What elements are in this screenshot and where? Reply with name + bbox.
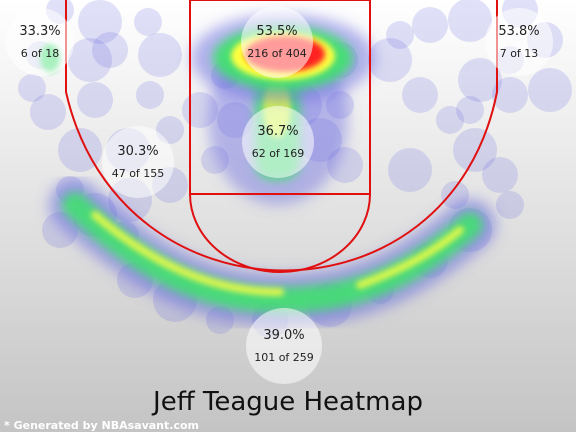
zone-left-midrange: 30.3% 47 of 155 xyxy=(102,126,174,198)
credit-text: * Generated by NBAsavant.com xyxy=(4,419,199,432)
heat-bubble xyxy=(68,38,112,82)
zone-attempts: 101 of 259 xyxy=(254,351,314,364)
zone-labels: 33.3% 6 of 18 53.5% 216 of 404 53.8% 7 of 13 3… xyxy=(6,6,553,384)
zone-attempts: 7 of 13 xyxy=(500,47,539,60)
zone-attempts: 62 of 169 xyxy=(252,147,305,160)
zone-above-break-three: 39.0% 101 of 259 xyxy=(246,308,322,384)
zone-percentage: 53.5% xyxy=(256,24,297,39)
zone-restricted-area: 53.5% 216 of 404 xyxy=(241,6,313,78)
zone-right-corner: 53.8% 7 of 13 xyxy=(485,8,553,76)
heat-bubble xyxy=(402,77,438,113)
zone-bubble xyxy=(246,308,322,384)
heat-bubble xyxy=(77,82,113,118)
zone-bubble xyxy=(241,6,313,78)
zone-attempts: 216 of 404 xyxy=(247,47,307,60)
heat-bubble xyxy=(386,21,414,49)
heat-bubble xyxy=(456,96,484,124)
zone-percentage: 53.8% xyxy=(498,24,539,39)
zone-bubble xyxy=(102,126,174,198)
court-lines xyxy=(65,0,498,273)
free-throw-circle xyxy=(189,193,371,273)
zone-percentage: 36.7% xyxy=(257,124,298,139)
heat-bubble xyxy=(453,128,497,172)
heat-bubble xyxy=(58,128,102,172)
zone-bubble xyxy=(242,106,314,178)
zone-bubble xyxy=(6,8,74,76)
heat-bubble xyxy=(388,148,432,192)
three-point-line xyxy=(65,0,498,272)
heat-bubble xyxy=(448,0,492,42)
heat-bubble xyxy=(482,157,518,193)
zone-percentage: 30.3% xyxy=(117,144,158,159)
heat-bubble xyxy=(136,81,164,109)
zone-percentage: 39.0% xyxy=(263,328,304,343)
heat-bubble xyxy=(458,58,502,102)
zone-attempts: 6 of 18 xyxy=(21,47,60,60)
zone-percentage: 33.3% xyxy=(19,24,60,39)
chart-title: Jeff Teague Heatmap xyxy=(151,387,423,417)
paint-lane xyxy=(189,0,371,195)
heat-bubble xyxy=(528,68,572,112)
heat-bubble xyxy=(18,74,46,102)
band-core-right xyxy=(356,226,464,289)
heat-bubble xyxy=(368,38,412,82)
heat-bubble xyxy=(138,33,182,77)
heat-bubble xyxy=(492,77,528,113)
heat-bubble xyxy=(30,94,66,130)
heat-bubble xyxy=(412,7,448,43)
heat-bubble xyxy=(436,106,464,134)
heat-bubble xyxy=(496,191,524,219)
zone-attempts: 47 of 155 xyxy=(112,167,165,180)
heat-bubble xyxy=(92,32,128,68)
zone-left-corner: 33.3% 6 of 18 xyxy=(6,8,74,76)
band-core-left xyxy=(91,211,284,296)
heat-bubble xyxy=(134,8,162,36)
three-point-band xyxy=(49,179,496,327)
heat-bubble xyxy=(78,0,122,44)
zone-paint: 36.7% 62 of 169 xyxy=(242,106,314,178)
zone-bubble xyxy=(485,8,553,76)
